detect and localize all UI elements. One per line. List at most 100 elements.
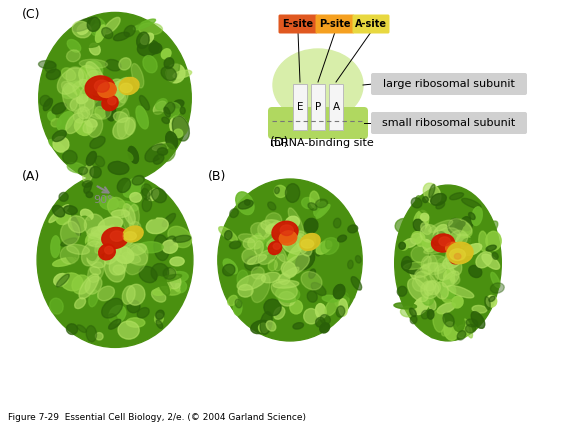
Ellipse shape <box>461 217 472 231</box>
Ellipse shape <box>52 130 66 142</box>
Ellipse shape <box>86 326 97 342</box>
Ellipse shape <box>84 214 104 236</box>
Ellipse shape <box>63 206 77 214</box>
Ellipse shape <box>85 242 97 261</box>
Ellipse shape <box>172 116 190 141</box>
Ellipse shape <box>108 98 116 105</box>
Ellipse shape <box>348 225 358 233</box>
Ellipse shape <box>264 299 281 316</box>
Ellipse shape <box>52 258 76 266</box>
Ellipse shape <box>436 228 460 244</box>
Ellipse shape <box>307 291 317 302</box>
Ellipse shape <box>173 100 184 108</box>
Ellipse shape <box>335 291 349 309</box>
Ellipse shape <box>48 112 55 121</box>
Ellipse shape <box>273 243 281 250</box>
Text: (A): (A) <box>22 170 40 183</box>
Ellipse shape <box>279 231 297 245</box>
Ellipse shape <box>122 286 135 304</box>
Ellipse shape <box>113 32 130 41</box>
Text: 90°: 90° <box>93 195 113 205</box>
Ellipse shape <box>95 156 105 166</box>
Ellipse shape <box>127 244 146 256</box>
Ellipse shape <box>114 247 134 263</box>
Ellipse shape <box>420 213 429 221</box>
Ellipse shape <box>448 246 467 262</box>
Ellipse shape <box>281 233 308 255</box>
Ellipse shape <box>164 102 181 118</box>
Ellipse shape <box>427 309 434 319</box>
Ellipse shape <box>276 267 299 283</box>
Ellipse shape <box>147 189 158 201</box>
Ellipse shape <box>113 118 135 139</box>
Ellipse shape <box>115 77 130 89</box>
Ellipse shape <box>258 250 276 265</box>
Ellipse shape <box>98 217 123 234</box>
Ellipse shape <box>157 148 168 155</box>
Ellipse shape <box>455 221 465 229</box>
Ellipse shape <box>415 263 438 277</box>
Ellipse shape <box>134 19 156 30</box>
Ellipse shape <box>411 198 422 208</box>
Ellipse shape <box>151 289 166 302</box>
Ellipse shape <box>39 12 191 184</box>
Ellipse shape <box>98 83 116 98</box>
Ellipse shape <box>96 333 103 340</box>
Ellipse shape <box>431 234 454 252</box>
Ellipse shape <box>71 216 81 235</box>
Ellipse shape <box>418 253 432 265</box>
Ellipse shape <box>278 273 290 285</box>
FancyBboxPatch shape <box>268 107 368 139</box>
Ellipse shape <box>50 298 63 314</box>
Ellipse shape <box>107 208 132 223</box>
Ellipse shape <box>469 212 475 220</box>
Ellipse shape <box>37 172 193 348</box>
Ellipse shape <box>139 95 149 110</box>
Ellipse shape <box>73 81 93 97</box>
Ellipse shape <box>164 58 174 68</box>
Ellipse shape <box>309 269 316 278</box>
Ellipse shape <box>307 233 316 246</box>
Ellipse shape <box>137 308 149 318</box>
Ellipse shape <box>79 88 94 118</box>
Ellipse shape <box>74 118 92 136</box>
Ellipse shape <box>274 307 285 319</box>
Ellipse shape <box>442 327 452 336</box>
Ellipse shape <box>439 237 450 246</box>
Ellipse shape <box>472 207 482 226</box>
Ellipse shape <box>452 296 463 308</box>
Ellipse shape <box>60 238 77 246</box>
Ellipse shape <box>52 205 65 217</box>
Ellipse shape <box>131 63 144 88</box>
Ellipse shape <box>301 239 314 248</box>
Ellipse shape <box>74 108 88 123</box>
Ellipse shape <box>102 227 128 249</box>
Ellipse shape <box>84 61 103 80</box>
Ellipse shape <box>262 272 280 283</box>
Ellipse shape <box>106 104 116 121</box>
Ellipse shape <box>442 238 461 256</box>
Ellipse shape <box>142 197 151 211</box>
Ellipse shape <box>105 59 121 71</box>
Ellipse shape <box>124 25 135 37</box>
Ellipse shape <box>423 196 429 202</box>
Ellipse shape <box>273 281 299 288</box>
Ellipse shape <box>85 233 107 254</box>
Ellipse shape <box>90 18 106 35</box>
Ellipse shape <box>400 306 416 317</box>
Ellipse shape <box>255 241 263 255</box>
Ellipse shape <box>267 237 281 247</box>
Ellipse shape <box>254 233 261 240</box>
Ellipse shape <box>236 192 254 214</box>
Ellipse shape <box>486 245 497 251</box>
Ellipse shape <box>96 96 115 109</box>
Ellipse shape <box>453 316 465 332</box>
Ellipse shape <box>173 235 191 242</box>
Ellipse shape <box>143 56 157 73</box>
Ellipse shape <box>325 298 339 316</box>
Ellipse shape <box>259 323 268 333</box>
Ellipse shape <box>70 98 85 113</box>
Ellipse shape <box>104 257 125 282</box>
Ellipse shape <box>60 246 79 264</box>
Ellipse shape <box>228 295 237 306</box>
